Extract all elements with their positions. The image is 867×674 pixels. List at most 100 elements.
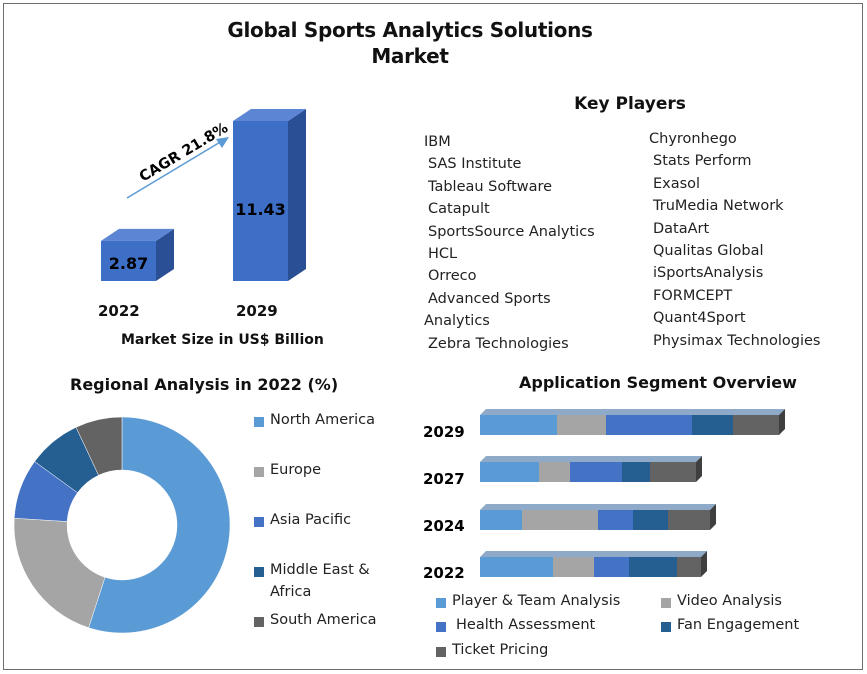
stack-seg-2024-0 <box>480 510 522 530</box>
stack-seg-2029-0 <box>480 415 557 435</box>
key-player-item: Quant4Sport <box>653 310 746 327</box>
regional-legend: North America Europe Asia Pacific Middle… <box>254 412 377 642</box>
legend-label: Middle East & Africa <box>270 559 370 603</box>
legend-europe: Europe <box>254 462 377 512</box>
stack-seg-2024-3 <box>633 510 668 530</box>
stack-year-label-2029: 2029 <box>423 423 465 441</box>
stack-side-2029 <box>779 409 785 435</box>
market-size-axis-label: Market Size in US$ Billion <box>121 332 324 348</box>
stack-seg-2029-1 <box>557 415 606 435</box>
key-player-item: Orreco <box>428 268 477 285</box>
legend-label: Fan Engagement <box>677 617 800 633</box>
stack-side-2024 <box>710 504 716 530</box>
stack-year-label-2022: 2022 <box>423 564 465 582</box>
key-player-item: Exasol <box>653 175 701 192</box>
legend-label-line1: Middle East & <box>270 562 370 578</box>
stack-year-label-2027: 2027 <box>423 470 465 488</box>
stack-seg-2027-4 <box>650 462 696 482</box>
key-players-right-list: Chyronhego Stats Perform Exasol TruMedia Ne… <box>649 128 820 352</box>
legend-label: Health Assessment <box>456 617 596 633</box>
legend-label: Europe <box>270 462 321 478</box>
stack-side-2022 <box>701 551 707 577</box>
stack-seg-2022-2 <box>594 557 629 577</box>
key-players-title: Key Players <box>574 94 686 114</box>
legend-label: South America <box>270 612 377 628</box>
stack-top-2027 <box>480 456 702 462</box>
legend-label: Asia Pacific <box>270 512 352 528</box>
key-player-item: Stats Perform <box>653 153 752 170</box>
stack-year-label-2024: 2024 <box>423 517 465 535</box>
key-player-item: Advanced Sports <box>428 290 551 307</box>
key-player-item: Qualitas Global <box>653 242 764 259</box>
stack-seg-2024-4 <box>668 510 710 530</box>
cagr-arrow-line <box>126 140 223 199</box>
stack-seg-2027-2 <box>570 462 622 482</box>
stack-seg-2022-3 <box>629 557 677 577</box>
key-player-item: Tableau Software <box>428 178 553 195</box>
stack-seg-2029-4 <box>733 415 779 435</box>
swatch-ticket-pricing <box>436 647 446 657</box>
swatch-north-america <box>254 417 264 427</box>
stack-top-2022 <box>480 551 707 557</box>
swatch-player-team <box>436 598 446 608</box>
key-player-item: Analytics <box>424 313 490 330</box>
key-player-item: DataArt <box>653 220 710 237</box>
swatch-video-analysis <box>661 598 671 608</box>
legend-middle-east-africa: Middle East & Africa <box>254 562 377 612</box>
key-player-item: TruMedia Network <box>653 198 784 215</box>
stack-seg-2029-3 <box>692 415 733 435</box>
title-line-2: Market <box>371 44 449 68</box>
legend-north-america: North America <box>254 412 377 462</box>
legend-video-analysis: Video Analysis <box>661 593 782 617</box>
legend-asia-pacific: Asia Pacific <box>254 512 377 562</box>
legend-health-assessment: Health Assessment <box>436 617 661 642</box>
legend-player-team: Player & Team Analysis <box>436 593 661 617</box>
key-player-item: Catapult <box>428 201 490 218</box>
key-player-item: Zebra Technologies <box>428 335 569 352</box>
bar-top-2029 <box>233 109 306 121</box>
regional-title: Regional Analysis in 2022 (%) <box>70 375 339 394</box>
bar-2022 <box>101 240 156 281</box>
donut-slice-north-america <box>88 416 231 634</box>
key-player-item: Physimax Technologies <box>653 332 821 349</box>
application-title: Application Segment Overview <box>519 373 797 392</box>
legend-label: Ticket Pricing <box>452 642 549 658</box>
swatch-middle-east-africa <box>254 567 264 577</box>
bar-value-label-2029: 11.43 <box>235 200 286 219</box>
swatch-europe <box>254 467 264 477</box>
key-player-item: Chyronhego <box>649 131 737 147</box>
legend-fan-engagement: Fan Engagement <box>661 617 799 642</box>
title-line-1: Global Sports Analytics Solutions <box>227 18 593 42</box>
bar-top-2022 <box>101 228 174 241</box>
stack-side-2027 <box>696 456 702 482</box>
stack-top-2024 <box>480 504 716 510</box>
bar-side-2022 <box>156 228 174 281</box>
swatch-fan-engagement <box>661 622 671 632</box>
stack-seg-2022-1 <box>553 557 594 577</box>
legend-south-america: South America <box>254 612 377 642</box>
key-player-item: IBM <box>424 134 451 150</box>
legend-label: Player & Team Analysis <box>452 593 621 609</box>
key-player-item: SAS Institute <box>428 156 522 173</box>
swatch-asia-pacific <box>254 517 264 527</box>
stack-seg-2027-1 <box>539 462 570 482</box>
key-players-left-list: IBM SAS Institute Tableau Software Catapult… <box>424 131 595 355</box>
stack-seg-2029-2 <box>606 415 692 435</box>
stack-seg-2022-0 <box>480 557 553 577</box>
bar-2029 <box>233 121 288 281</box>
bar-year-2029: 2029 <box>236 302 278 320</box>
page-title: Global Sports Analytics Solutions Market <box>200 17 620 69</box>
stack-seg-2027-0 <box>480 462 539 482</box>
legend-ticket-pricing: Ticket Pricing <box>436 642 548 666</box>
cagr-arrow-head <box>216 137 229 148</box>
key-player-item: iSportsAnalysis <box>653 265 764 282</box>
donut-slice-europe <box>13 517 106 629</box>
swatch-south-america <box>254 617 264 627</box>
stack-seg-2027-3 <box>622 462 650 482</box>
key-player-item: FORMCEPT <box>653 287 733 304</box>
bar-value-label-2022: 2.87 <box>109 254 148 273</box>
legend-label-line2: Africa <box>270 584 312 600</box>
